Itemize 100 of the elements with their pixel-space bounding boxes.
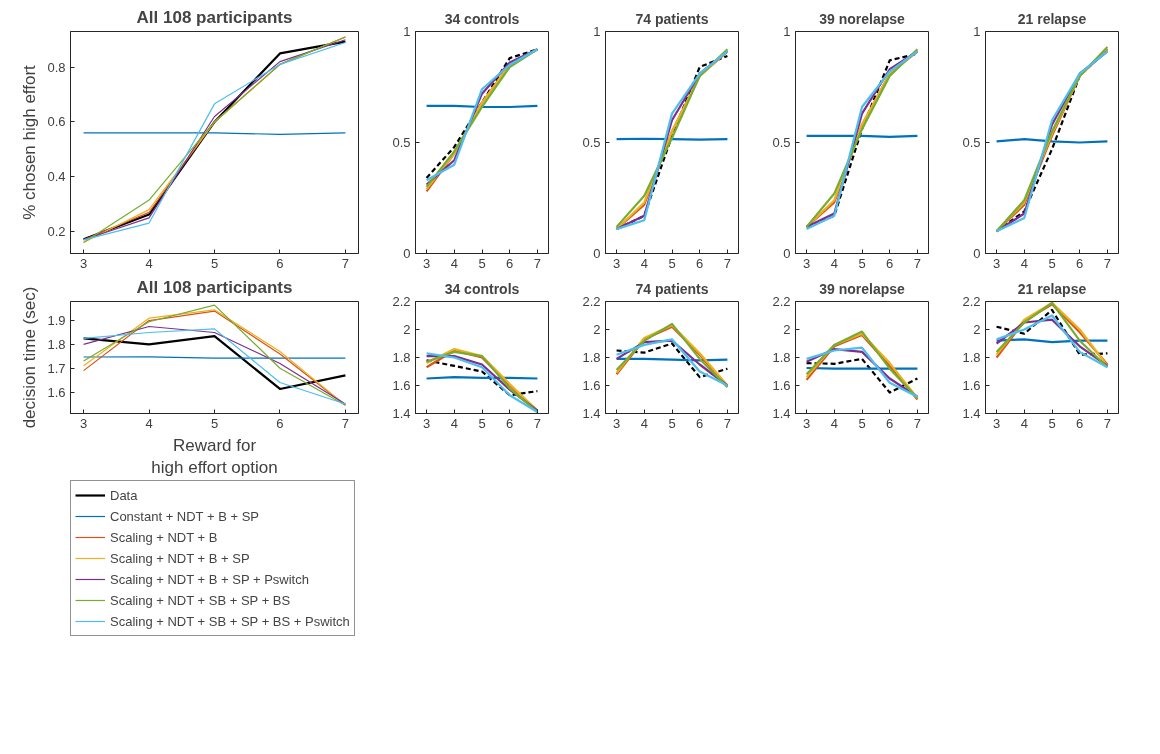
legend-label: Scaling + NDT + SB + SP + BS + Pswitch	[110, 613, 350, 629]
chart-title: 39 norelapse	[819, 10, 906, 27]
y-tick-label: 1.6	[772, 378, 791, 393]
y-tick-label: 2.2	[772, 294, 791, 309]
x-tick-label: 5	[668, 255, 676, 271]
legend-label: Scaling + NDT + B + SP + Pswitch	[110, 571, 309, 587]
y-tick-label: 0.8	[47, 59, 66, 75]
x-tick-label: 4	[830, 415, 838, 431]
y-tick-label: 1.8	[47, 336, 66, 352]
y-tick-label: 1.9	[47, 313, 66, 329]
x-tick-label: 3	[992, 255, 1001, 271]
y-tick-label: 0	[783, 246, 791, 261]
y-tick-label: 0.4	[47, 169, 66, 185]
x-tick-label: 7	[723, 255, 732, 271]
chart-title: 39 norelapse	[819, 280, 906, 297]
y-tick-label: 1.6	[962, 378, 981, 393]
x-tick-label: 4	[1020, 255, 1028, 271]
y-tick-label: 2.2	[962, 294, 981, 309]
y-tick-label: 2.2	[392, 294, 411, 309]
y-tick-label: 0	[403, 246, 411, 261]
y-tick-label: 0.5	[962, 135, 981, 150]
x-tick-label: 6	[506, 415, 514, 431]
y-tick-label: 2	[783, 322, 791, 337]
y-tick-label: 1	[783, 24, 791, 39]
y-tick-label: 2	[403, 322, 411, 337]
x-tick-label: 3	[802, 415, 811, 431]
y-tick-label: 1.6	[392, 378, 411, 393]
x-tick-label: 3	[79, 255, 88, 271]
x-tick-label: 4	[145, 255, 153, 271]
y-tick-label: 1.8	[582, 350, 601, 365]
x-tick-label: 6	[1076, 255, 1084, 271]
chart-title: 74 patients	[635, 10, 709, 27]
y-tick-label: 1.4	[582, 406, 601, 421]
x-tick-label: 6	[886, 415, 894, 431]
chart-title: 74 patients	[635, 280, 709, 297]
x-tick-label: 7	[913, 255, 922, 271]
x-tick-label: 7	[723, 415, 732, 431]
x-tick-label: 3	[612, 415, 621, 431]
y-tick-label: 2	[973, 322, 981, 337]
legend-label: Constant + NDT + B + SP	[110, 508, 259, 524]
x-tick-label: 5	[1048, 415, 1056, 431]
x-tick-label: 3	[422, 255, 431, 271]
y-tick-label: 1	[593, 24, 601, 39]
chart-title: All 108 participants	[136, 277, 293, 297]
y-tick-label: 1.8	[772, 350, 791, 365]
y-tick-label: 1	[403, 24, 411, 39]
y-tick-label: 1.4	[772, 406, 791, 421]
x-tick-label: 3	[79, 415, 88, 431]
y-tick-label: 1.6	[582, 378, 601, 393]
y-tick-label: 0.5	[582, 135, 601, 150]
x-tick-label: 7	[1103, 255, 1112, 271]
y-axis-title: % chosen high effort	[20, 64, 40, 220]
y-tick-label: 1	[973, 24, 981, 39]
x-tick-label: 4	[640, 255, 648, 271]
x-tick-label: 6	[506, 255, 514, 271]
y-tick-label: 2	[593, 322, 601, 337]
x-tick-label: 7	[341, 255, 350, 271]
x-tick-label: 6	[886, 255, 894, 271]
legend-label: Scaling + NDT + B + SP	[110, 550, 250, 566]
x-tick-label: 7	[913, 415, 922, 431]
x-tick-label: 5	[478, 415, 486, 431]
x-tick-label: 4	[450, 415, 458, 431]
x-tick-label: 4	[450, 255, 458, 271]
y-tick-label: 0.5	[772, 135, 791, 150]
chart-title: 34 controls	[444, 10, 520, 27]
x-tick-label: 3	[802, 255, 811, 271]
x-tick-label: 7	[533, 415, 542, 431]
y-axis-title: decision time (sec)	[20, 286, 40, 429]
y-tick-label: 0.2	[47, 224, 66, 240]
x-tick-label: 6	[696, 415, 704, 431]
y-tick-label: 2.2	[582, 294, 601, 309]
x-tick-label: 4	[640, 415, 648, 431]
x-tick-label: 4	[145, 415, 153, 431]
x-tick-label: 6	[1076, 415, 1084, 431]
y-tick-label: 1.4	[962, 406, 981, 421]
x-tick-label: 5	[858, 415, 866, 431]
legend-label: Data	[110, 487, 138, 503]
x-tick-label: 5	[210, 415, 219, 431]
y-tick-label: 0	[973, 246, 981, 261]
legend-label: Scaling + NDT + SB + SP + BS	[110, 592, 291, 608]
y-tick-label: 0.5	[392, 135, 411, 150]
x-tick-label: 5	[1048, 255, 1056, 271]
x-tick-label: 6	[276, 255, 284, 271]
x-tick-label: 7	[533, 255, 542, 271]
y-tick-label: 1.4	[392, 406, 411, 421]
y-tick-label: 0	[593, 246, 601, 261]
x-tick-label: 7	[1103, 415, 1112, 431]
x-axis-title: Reward for high effort option	[151, 435, 278, 478]
x-tick-label: 3	[992, 415, 1001, 431]
y-tick-label: 1.7	[47, 360, 66, 376]
y-tick-label: 0.6	[47, 114, 66, 130]
chart-title: 21 relapse	[1017, 280, 1087, 297]
x-tick-label: 5	[210, 255, 219, 271]
legend-label: Scaling + NDT + B	[110, 529, 218, 545]
y-tick-label: 1.8	[962, 350, 981, 365]
chart-title: 21 relapse	[1017, 10, 1087, 27]
x-tick-label: 3	[612, 255, 621, 271]
x-tick-label: 5	[478, 255, 486, 271]
y-tick-label: 1.6	[47, 384, 66, 400]
x-tick-label: 5	[668, 415, 676, 431]
